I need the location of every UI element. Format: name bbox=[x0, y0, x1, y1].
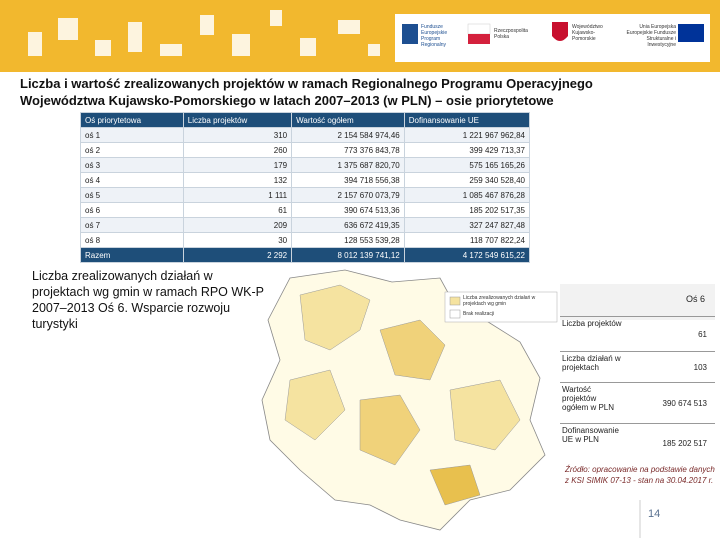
logo-text: Województwo Kujawsko-Pomorskie bbox=[572, 24, 603, 42]
cell: oś 8 bbox=[80, 232, 184, 248]
panel-head-bg bbox=[560, 284, 715, 320]
cell: 61 bbox=[182, 202, 293, 218]
cell: 2 292 bbox=[182, 247, 293, 263]
cell: 390 674 513,36 bbox=[291, 202, 405, 218]
cell: 399 429 713,37 bbox=[403, 142, 531, 158]
panel-row: Dofinansowanie UE w PLN 185 202 517 bbox=[560, 423, 715, 462]
logo-text: Unia Europejska Europejskie Fundusze Stru… bbox=[626, 24, 676, 48]
cell: Razem bbox=[80, 247, 184, 263]
cell: 327 247 827,48 bbox=[403, 217, 531, 233]
cell: 209 bbox=[182, 217, 293, 233]
cell: 1 085 467 876,28 bbox=[403, 187, 531, 203]
cell: 310 bbox=[182, 127, 293, 143]
cell: oś 5 bbox=[80, 187, 184, 203]
table-row: oś 7 209 636 672 419,35 327 247 827,48 bbox=[80, 217, 531, 233]
cell: 118 707 822,24 bbox=[403, 232, 531, 248]
page-number: 14 bbox=[648, 508, 661, 520]
cell: 128 553 539,28 bbox=[291, 232, 405, 248]
table-row: oś 8 30 128 553 539,28 118 707 822,24 bbox=[80, 232, 531, 248]
cell: oś 7 bbox=[80, 217, 184, 233]
cell: 636 672 419,35 bbox=[291, 217, 405, 233]
column-header: Oś priorytetowa bbox=[80, 112, 184, 128]
cell: oś 1 bbox=[80, 127, 184, 143]
table-row: oś 6 61 390 674 513,36 185 202 517,35 bbox=[80, 202, 531, 218]
table-row: oś 2 260 773 376 843,78 399 429 713,37 bbox=[80, 142, 531, 158]
panel-label: Wartość projektów ogółem w PLN bbox=[562, 385, 615, 412]
map-legend bbox=[444, 291, 558, 323]
table-row: oś 3 179 1 375 687 820,70 575 165 165,26 bbox=[80, 157, 531, 173]
panel-value: 61 bbox=[698, 329, 707, 339]
cell: oś 2 bbox=[80, 142, 184, 158]
panel-row: Liczba działań w projektach 103 bbox=[560, 351, 715, 382]
flag-pl bbox=[468, 34, 490, 44]
header-shapes bbox=[28, 10, 380, 56]
header-row: Oś priorytetowa Liczba projektów Wartość o… bbox=[80, 112, 531, 128]
cell: oś 6 bbox=[80, 202, 184, 218]
cell: 260 bbox=[182, 142, 293, 158]
cell: 394 718 556,38 bbox=[291, 172, 405, 188]
panel-row: Liczba projektów 61 bbox=[560, 316, 715, 351]
panel-label: Liczba działań w projektach bbox=[562, 354, 621, 372]
cell: 1 375 687 820,70 bbox=[291, 157, 405, 173]
total-row: Razem 2 292 8 012 139 741,12 4 172 549 615,… bbox=[80, 247, 531, 263]
cell: 2 154 584 974,46 bbox=[291, 127, 405, 143]
panel-value: 185 202 517 bbox=[662, 438, 708, 448]
source: Źródło: opracowanie na podstawie danych … bbox=[565, 465, 715, 485]
cell: 4 172 549 615,22 bbox=[403, 247, 531, 263]
column-header: Dofinansowanie UE bbox=[403, 112, 531, 128]
cell: 30 bbox=[182, 232, 293, 248]
cell: 185 202 517,35 bbox=[403, 202, 531, 218]
panel-label: Dofinansowanie UE w PLN bbox=[562, 426, 619, 444]
legend-swatch bbox=[449, 309, 461, 319]
legend-text: Liczba zrealizowanych działań w projekta… bbox=[463, 295, 536, 307]
cell: 132 bbox=[182, 172, 293, 188]
cell: 1 111 bbox=[182, 187, 293, 203]
cell: 773 376 843,78 bbox=[291, 142, 405, 158]
panel-value: 103 bbox=[693, 362, 707, 372]
logo-fe bbox=[402, 24, 418, 44]
column-header: Wartość ogółem bbox=[291, 112, 405, 128]
title: Liczba i wartość zrealizowanych projektó… bbox=[20, 76, 593, 108]
panel-label: Liczba projektów bbox=[562, 319, 622, 328]
logo-text: Rzeczpospolita Polska bbox=[494, 28, 528, 40]
cell: 179 bbox=[182, 157, 293, 173]
cell: 259 340 528,40 bbox=[403, 172, 531, 188]
panel-value: 390 674 513 bbox=[662, 398, 708, 408]
panel: Oś 6 Liczba projektów 61 Liczba działań w … bbox=[560, 284, 715, 462]
flag-eu bbox=[678, 24, 704, 42]
table-row: oś 4 132 394 718 556,38 259 340 528,40 bbox=[80, 172, 531, 188]
legend-text: Brak realizacji bbox=[463, 311, 495, 317]
flag-pl bbox=[467, 23, 491, 35]
logo-text: Fundusze Europejskie Program Regionalny bbox=[421, 24, 448, 48]
cell: oś 3 bbox=[80, 157, 184, 173]
cell: oś 4 bbox=[80, 172, 184, 188]
logo-region bbox=[552, 22, 568, 41]
table-row: oś 1 310 2 154 584 974,46 1 221 967 962,84 bbox=[80, 127, 531, 143]
cell: 2 157 670 073,79 bbox=[291, 187, 405, 203]
map bbox=[261, 269, 546, 531]
panel-row: Wartość projektów ogółem w PLN 390 674 51… bbox=[560, 382, 715, 423]
panel-heading: Oś 6 bbox=[685, 294, 705, 304]
cell: 575 165 165,26 bbox=[403, 157, 531, 173]
legend-swatch bbox=[449, 296, 461, 306]
cell: 1 221 967 962,84 bbox=[403, 127, 531, 143]
cell: 8 012 139 741,12 bbox=[291, 247, 405, 263]
map-title: Liczba zrealizowanych działań w projekta… bbox=[32, 269, 264, 331]
table: Oś priorytetowa Liczba projektów Wartość o… bbox=[80, 112, 531, 263]
column-header: Liczba projektów bbox=[182, 112, 293, 128]
